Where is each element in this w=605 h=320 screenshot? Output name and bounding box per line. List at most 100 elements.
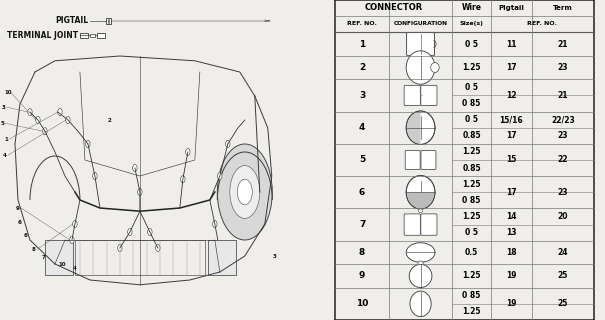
Text: CONFIGURATION: CONFIGURATION xyxy=(394,21,448,26)
Circle shape xyxy=(86,140,90,148)
Bar xyxy=(208,240,236,275)
FancyBboxPatch shape xyxy=(421,85,437,106)
Text: 22/23: 22/23 xyxy=(551,115,575,124)
Text: 0.5: 0.5 xyxy=(465,248,478,257)
Ellipse shape xyxy=(409,264,432,287)
Bar xyxy=(75,240,205,275)
Ellipse shape xyxy=(410,291,431,316)
Text: 0 5: 0 5 xyxy=(465,40,478,49)
Text: 2: 2 xyxy=(108,117,112,123)
Bar xyxy=(97,33,105,37)
Text: 19: 19 xyxy=(506,299,517,308)
Text: 7: 7 xyxy=(359,220,365,229)
Circle shape xyxy=(128,228,132,236)
Text: 17: 17 xyxy=(506,188,517,197)
Circle shape xyxy=(212,220,217,228)
Text: 8: 8 xyxy=(359,248,365,257)
Circle shape xyxy=(43,128,47,135)
Circle shape xyxy=(181,176,185,183)
Text: 6: 6 xyxy=(18,220,22,225)
Text: 2: 2 xyxy=(359,63,365,72)
Text: 10: 10 xyxy=(356,299,368,308)
Text: 4: 4 xyxy=(3,153,7,158)
Text: REF. NO.: REF. NO. xyxy=(347,21,377,26)
Text: 1: 1 xyxy=(4,137,8,142)
Ellipse shape xyxy=(237,179,252,205)
Text: 0 85: 0 85 xyxy=(462,196,481,205)
FancyBboxPatch shape xyxy=(405,150,420,170)
Circle shape xyxy=(186,148,190,156)
Text: 23: 23 xyxy=(558,131,568,140)
Text: 0 5: 0 5 xyxy=(465,83,478,92)
Text: 17: 17 xyxy=(506,131,517,140)
Ellipse shape xyxy=(406,243,435,262)
Bar xyxy=(108,19,110,23)
Ellipse shape xyxy=(217,144,272,240)
Text: 9: 9 xyxy=(16,205,20,211)
Text: 1.25: 1.25 xyxy=(462,271,481,280)
FancyBboxPatch shape xyxy=(404,214,420,235)
Text: 5: 5 xyxy=(0,121,4,126)
Circle shape xyxy=(28,108,32,116)
Text: 11: 11 xyxy=(506,40,517,49)
Text: 1.25: 1.25 xyxy=(462,148,481,156)
Circle shape xyxy=(406,51,435,84)
Circle shape xyxy=(132,164,137,172)
Text: 3: 3 xyxy=(273,253,276,259)
FancyBboxPatch shape xyxy=(407,32,434,56)
Text: 21: 21 xyxy=(558,40,568,49)
Wedge shape xyxy=(407,111,420,144)
Circle shape xyxy=(155,244,160,252)
Text: CONNECTOR: CONNECTOR xyxy=(365,3,423,12)
Wedge shape xyxy=(407,192,434,209)
Circle shape xyxy=(218,172,222,180)
Text: 6: 6 xyxy=(24,233,28,238)
FancyBboxPatch shape xyxy=(404,85,420,106)
Circle shape xyxy=(148,228,152,236)
Text: 12: 12 xyxy=(506,91,517,100)
Text: 15/16: 15/16 xyxy=(500,115,523,124)
Text: 0.85: 0.85 xyxy=(462,131,481,140)
Text: Term: Term xyxy=(553,5,573,11)
Text: 0.85: 0.85 xyxy=(462,164,481,172)
Text: 18: 18 xyxy=(506,248,517,257)
Text: PIGTAIL: PIGTAIL xyxy=(55,16,88,25)
Text: 0 5: 0 5 xyxy=(465,228,478,237)
Text: 1.25: 1.25 xyxy=(462,180,481,189)
Text: 19: 19 xyxy=(506,271,517,280)
Text: 7: 7 xyxy=(42,255,46,260)
Text: 4: 4 xyxy=(359,123,365,132)
Text: 17: 17 xyxy=(506,63,517,72)
Circle shape xyxy=(406,176,435,209)
FancyBboxPatch shape xyxy=(421,150,436,170)
Text: 3: 3 xyxy=(2,105,6,110)
Text: 22: 22 xyxy=(558,156,568,164)
Ellipse shape xyxy=(230,166,260,218)
Text: 1.25: 1.25 xyxy=(462,308,481,316)
Circle shape xyxy=(36,116,40,124)
Text: 9: 9 xyxy=(359,271,365,280)
FancyBboxPatch shape xyxy=(421,214,437,235)
Circle shape xyxy=(93,172,97,180)
Circle shape xyxy=(226,140,230,148)
Text: 6: 6 xyxy=(359,188,365,197)
Text: TERMINAL JOINT: TERMINAL JOINT xyxy=(7,31,78,40)
Text: Wire: Wire xyxy=(462,3,482,12)
Ellipse shape xyxy=(418,261,423,265)
Text: 5: 5 xyxy=(359,156,365,164)
Circle shape xyxy=(73,220,77,228)
Text: 10: 10 xyxy=(4,90,11,95)
Text: 20: 20 xyxy=(558,212,568,221)
Bar xyxy=(45,240,73,275)
Circle shape xyxy=(118,244,122,252)
Text: 10: 10 xyxy=(58,261,66,267)
Text: 1.25: 1.25 xyxy=(462,212,481,221)
Text: 23: 23 xyxy=(558,63,568,72)
Text: 15: 15 xyxy=(506,156,517,164)
Circle shape xyxy=(138,188,142,196)
Bar xyxy=(106,18,111,23)
Text: Size(s): Size(s) xyxy=(460,21,483,26)
Text: 21: 21 xyxy=(558,91,568,100)
Circle shape xyxy=(66,116,70,124)
Text: 14: 14 xyxy=(506,212,517,221)
